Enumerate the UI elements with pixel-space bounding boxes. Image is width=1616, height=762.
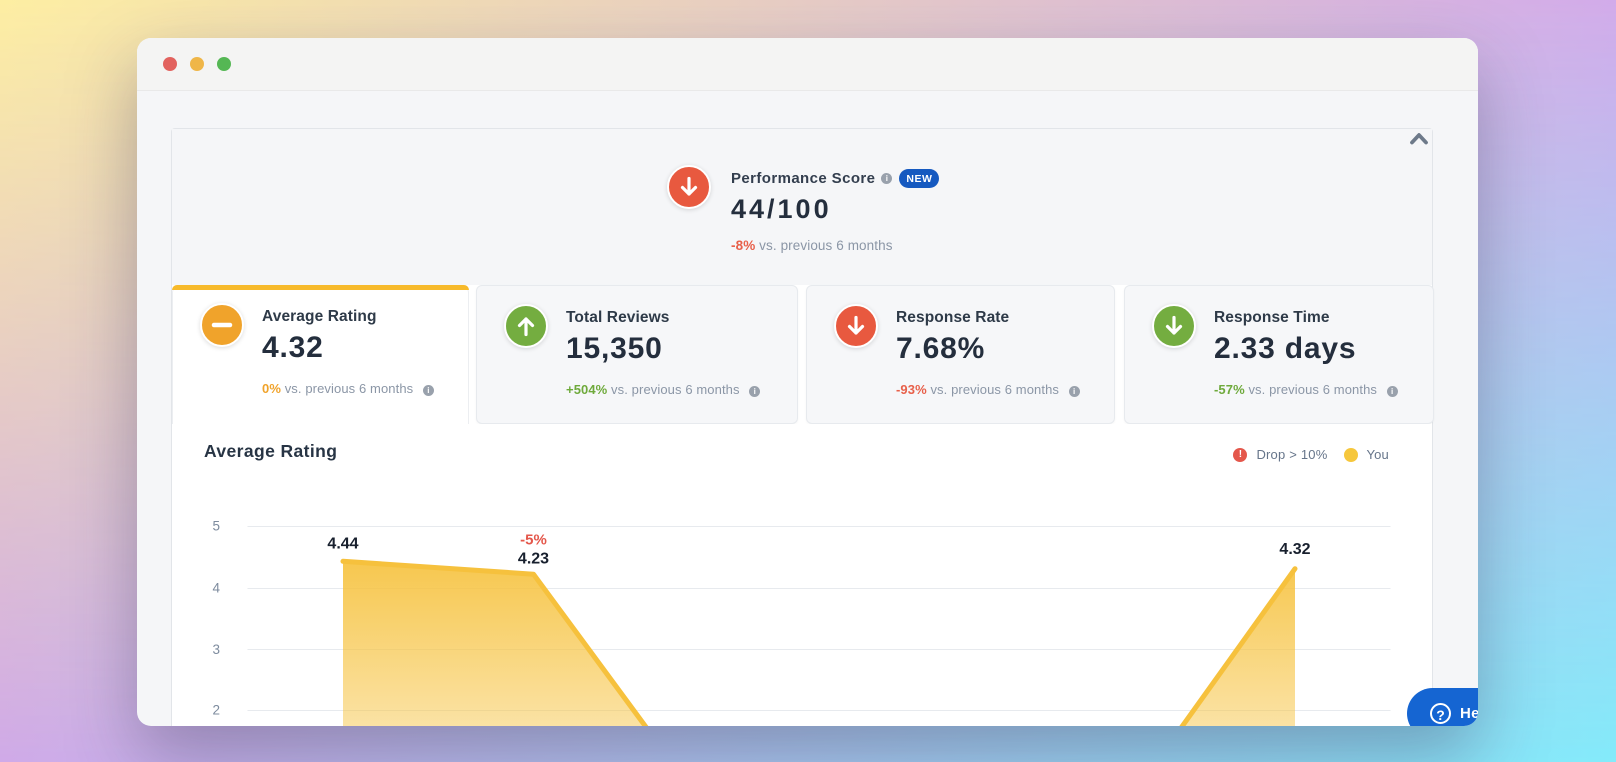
svg-text:4.32: 4.32 [1279, 541, 1310, 558]
svg-text:5: 5 [212, 519, 220, 534]
svg-text:4: 4 [212, 581, 220, 596]
svg-text:3: 3 [212, 642, 220, 657]
svg-text:-5%: -5% [520, 532, 547, 549]
svg-text:4.44: 4.44 [327, 536, 358, 553]
svg-text:2: 2 [212, 703, 220, 718]
svg-text:4.23: 4.23 [518, 551, 549, 568]
